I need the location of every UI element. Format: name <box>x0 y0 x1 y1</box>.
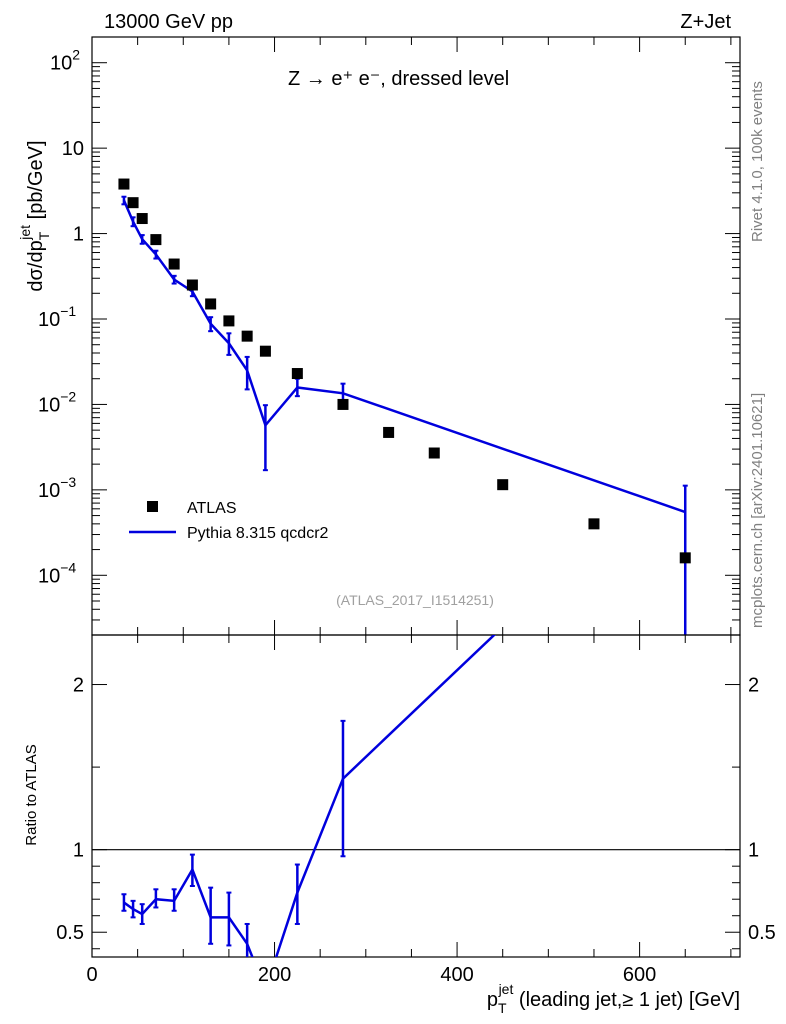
xtick-label: 0 <box>86 964 97 986</box>
main-ytick-label: 102 <box>50 47 80 75</box>
atlas-data-point <box>497 479 509 491</box>
atlas-data-point <box>127 197 139 209</box>
xtick-label: 200 <box>258 964 291 986</box>
ratio-ytick-label-right: 0.5 <box>748 922 776 944</box>
main-frame <box>91 36 741 636</box>
main-ytick-label-exp: −4 <box>60 559 76 575</box>
main-ytick-label-base: 10 <box>50 53 72 75</box>
mc-series-main <box>121 195 688 635</box>
main-ytick-label: 10−1 <box>38 303 76 331</box>
mc-line <box>122 199 686 514</box>
main-ytick-label-base: 10 <box>38 394 60 416</box>
xtick-label: 600 <box>623 964 656 986</box>
ratio-ytick-label-right: 1 <box>748 840 759 862</box>
ratio-y-tick-labels: 0.5 0.5 1 1 2 2 <box>56 675 776 945</box>
atlas-data-point <box>588 518 600 530</box>
rivet-label: Rivet 4.1.0, 100k events <box>749 81 766 242</box>
legend-label-mc: Pythia 8.315 qcdcr2 <box>187 525 329 542</box>
main-ytick-label: 10 <box>62 138 84 160</box>
x-tick-labels: 0 200 400 600 <box>86 964 656 986</box>
ratio-panel: 0.5 0.5 1 1 2 2 0 200 400 600 Ratio to ATLAS pTj… <box>23 634 776 1016</box>
main-ytick-label-base: 10 <box>38 565 60 587</box>
main-ytick-label-base: 10 <box>38 309 60 331</box>
atlas-data-point <box>136 213 148 225</box>
main-ytick-label-exp: −1 <box>60 303 76 319</box>
atlas-data-point <box>337 398 349 410</box>
main-ytick-label: 1 <box>73 224 84 246</box>
atlas-data-point <box>259 345 271 357</box>
legend: ATLAS Pythia 8.315 qcdcr2 <box>129 500 329 542</box>
atlas-data-point <box>291 368 303 380</box>
mc-series-ratio <box>121 635 496 957</box>
main-ytick-label-exp: 2 <box>72 47 80 63</box>
analysis-id-label: (ATLAS_2017_I1514251) <box>336 592 494 608</box>
main-ytick-label: 10−2 <box>38 388 76 416</box>
main-axis-ticks <box>91 36 740 636</box>
main-ytick-label-exp: −3 <box>60 474 76 490</box>
atlas-data-point <box>428 447 440 459</box>
atlas-data-point <box>383 426 395 438</box>
main-ytick-label-base: 10 <box>38 480 60 502</box>
main-ytick-label: 10−4 <box>38 559 76 587</box>
ratio-axis-ticks <box>91 634 740 957</box>
main-ytick-label-base: 1 <box>73 224 84 246</box>
data-series-main <box>118 178 691 564</box>
mcplots-label: mcplots.cern.ch [arXiv:2401.10621] <box>749 393 766 628</box>
main-ytick-label-base: 10 <box>62 138 84 160</box>
ratio-y-axis-title: Ratio to ATLAS <box>23 744 40 845</box>
atlas-data-point <box>168 258 180 270</box>
atlas-data-point <box>186 279 198 291</box>
header-right-label: Z+Jet <box>680 11 731 33</box>
atlas-data-point <box>118 178 130 190</box>
main-ytick-label: 10−3 <box>38 474 76 502</box>
legend-label-atlas: ATLAS <box>187 500 237 517</box>
main-y-axis-title: dσ/dpTjet [pb/GeV] <box>17 140 52 291</box>
ratio-ytick-label-left: 0.5 <box>56 922 84 944</box>
ratio-ytick-label-right: 2 <box>748 675 759 697</box>
atlas-data-point <box>150 234 162 246</box>
atlas-data-point <box>223 315 235 327</box>
header-left-label: 13000 GeV pp <box>104 11 233 33</box>
main-ytick-label-exp: −2 <box>60 388 76 404</box>
atlas-data-point <box>205 298 217 310</box>
ratio-ytick-label-left: 1 <box>73 840 84 862</box>
x-axis-title: pTjet (leading jet,≥ 1 jet) [GeV] <box>487 981 740 1016</box>
atlas-data-point <box>679 552 691 564</box>
xtick-label: 400 <box>440 964 473 986</box>
atlas-data-point <box>241 330 253 342</box>
legend-marker-atlas <box>147 501 158 512</box>
ratio-ytick-label-left: 2 <box>73 675 84 697</box>
ratio-frame <box>91 634 741 958</box>
process-label: Z → e⁺ e⁻, dressed level <box>288 68 509 90</box>
